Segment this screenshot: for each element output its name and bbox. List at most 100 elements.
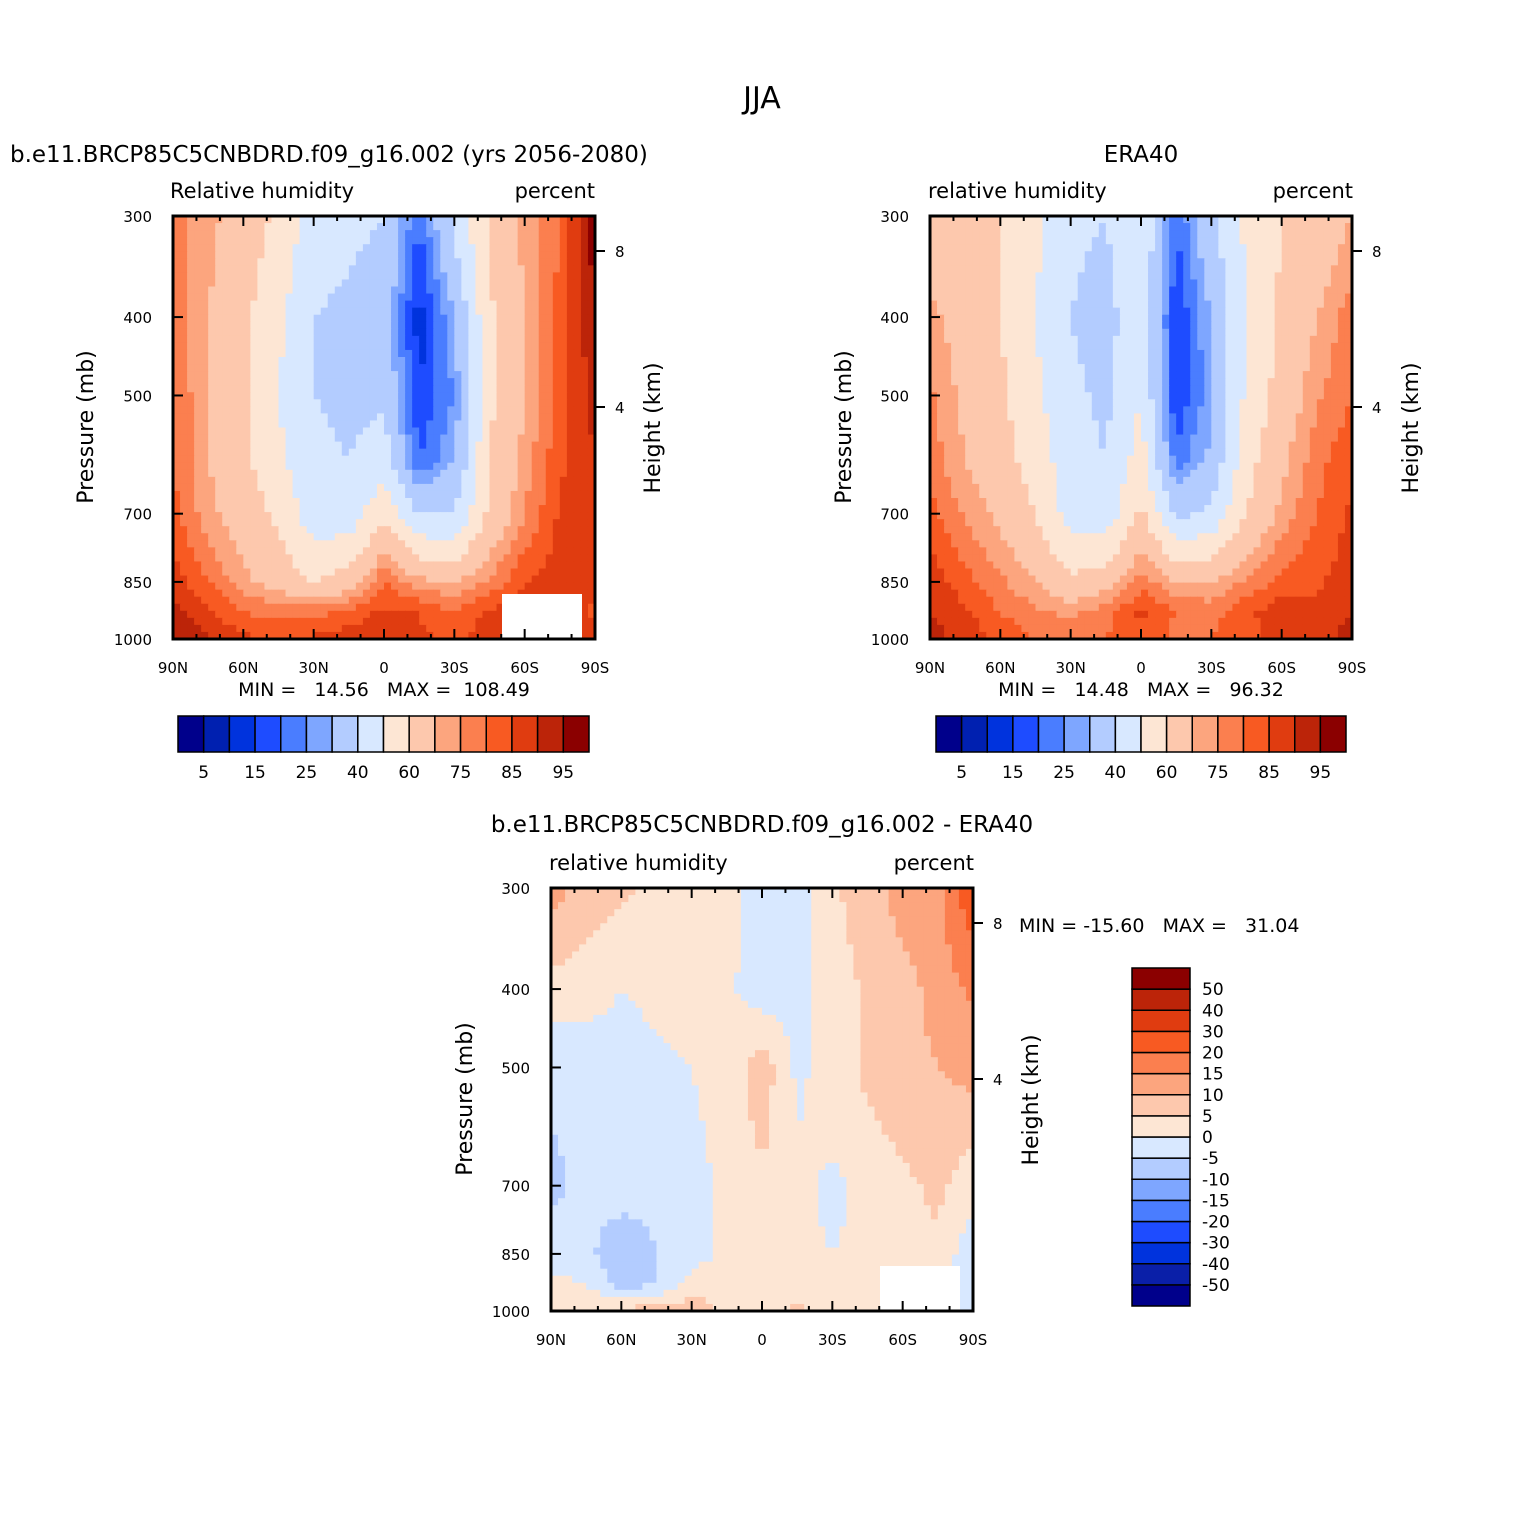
- contour-cell: [201, 265, 209, 273]
- contour-cell: [468, 561, 477, 570]
- colorbar-swatch: [228, 715, 256, 753]
- contour-cell: [250, 378, 258, 386]
- contour-cell: [412, 505, 420, 513]
- contour-cell: [475, 505, 484, 513]
- contour-cell: [433, 392, 441, 400]
- contour-cell: [1063, 279, 1072, 288]
- contour-cell: [201, 554, 209, 563]
- contour-cell: [384, 617, 392, 626]
- contour-cell: [208, 603, 216, 612]
- contour-cell: [426, 420, 434, 429]
- contour-cell: [517, 335, 526, 344]
- contour-cell: [341, 624, 350, 633]
- contour-cell: [1084, 314, 1093, 323]
- contour-cell: [587, 237, 596, 245]
- contour-cell: [257, 575, 266, 584]
- contour-cell: [433, 434, 441, 443]
- contour-cell: [292, 399, 301, 407]
- contour-cell: [236, 519, 244, 527]
- contour-cell: [398, 547, 406, 555]
- contour-cell: [313, 399, 322, 407]
- contour-cell: [236, 314, 244, 323]
- contour-cell: [348, 469, 357, 478]
- contour-cell: [327, 237, 336, 245]
- contour-cell: [965, 279, 973, 288]
- contour-cell: [405, 244, 413, 252]
- contour-cell: [215, 413, 223, 422]
- contour-cell: [292, 349, 301, 358]
- contour-cell: [496, 251, 505, 259]
- contour-cell: [208, 307, 216, 316]
- contour-cell: [433, 603, 441, 612]
- contour-cell: [398, 561, 406, 570]
- contour-cell: [278, 314, 287, 323]
- contour-cell: [1084, 230, 1093, 238]
- contour-cell: [986, 300, 994, 309]
- contour-cell: [215, 519, 223, 527]
- contour-cell: [222, 399, 230, 407]
- contour-cell: [264, 357, 273, 365]
- contour-cell: [552, 547, 561, 555]
- contour-cell: [271, 364, 280, 372]
- contour-cell: [1133, 286, 1142, 295]
- contour-cell: [355, 392, 364, 400]
- contour-cell: [398, 286, 406, 295]
- contour-cell: [180, 420, 188, 429]
- contour-cell: [412, 293, 420, 302]
- contour-cell: [552, 371, 561, 379]
- contour-cell: [468, 293, 477, 302]
- contour-cell: [250, 342, 258, 351]
- contour-cell: [531, 328, 540, 337]
- contour-cell: [1119, 335, 1128, 344]
- contour-cell: [1049, 279, 1058, 288]
- contour-cell: [187, 455, 195, 464]
- contour-cell: [391, 251, 399, 259]
- contour-cell: [1323, 286, 1332, 295]
- contour-cell: [1007, 307, 1015, 316]
- contour-cell: [299, 378, 308, 386]
- contour-cell: [355, 342, 364, 351]
- contour-cell: [1119, 293, 1128, 302]
- contour-cell: [229, 342, 237, 351]
- contour-cell: [187, 617, 195, 626]
- contour-cell: [348, 498, 357, 506]
- contour-cell: [538, 469, 547, 478]
- contour-cell: [496, 385, 505, 393]
- contour-cell: [482, 223, 491, 231]
- contour-cell: [489, 603, 498, 612]
- contour-cell: [320, 342, 329, 351]
- contour-cell: [538, 582, 547, 591]
- contour-cell: [173, 455, 181, 464]
- contour-cell: [440, 328, 448, 337]
- contour-cell: [433, 610, 441, 619]
- contour-cell: [552, 441, 561, 450]
- contour-cell: [524, 575, 533, 584]
- contour-cell: [1295, 307, 1304, 316]
- contour-cell: [320, 279, 329, 288]
- contour-cell: [306, 342, 315, 351]
- contour-cell: [222, 335, 230, 344]
- contour-cell: [1274, 314, 1283, 323]
- contour-cell: [468, 251, 477, 259]
- contour-cell: [341, 469, 350, 478]
- contour-cell: [1190, 279, 1198, 288]
- contour-cell: [510, 314, 519, 323]
- contour-cell: [369, 251, 378, 259]
- contour-cell: [173, 307, 181, 316]
- contour-cell: [538, 286, 547, 295]
- contour-cell: [236, 307, 244, 316]
- contour-cell: [475, 603, 484, 612]
- contour-cell: [559, 483, 568, 492]
- contour-cell: [440, 547, 448, 555]
- contour-cell: [475, 582, 484, 591]
- contour-cell: [552, 321, 561, 330]
- contour-cell: [559, 286, 568, 295]
- contour-cell: [979, 307, 987, 316]
- contour-cell: [937, 216, 945, 224]
- contour-cell: [524, 223, 533, 231]
- contour-cell: [545, 469, 554, 478]
- contour-cell: [531, 540, 540, 548]
- contour-cell: [937, 321, 945, 330]
- contour-cell: [930, 364, 938, 372]
- contour-cell: [355, 406, 364, 414]
